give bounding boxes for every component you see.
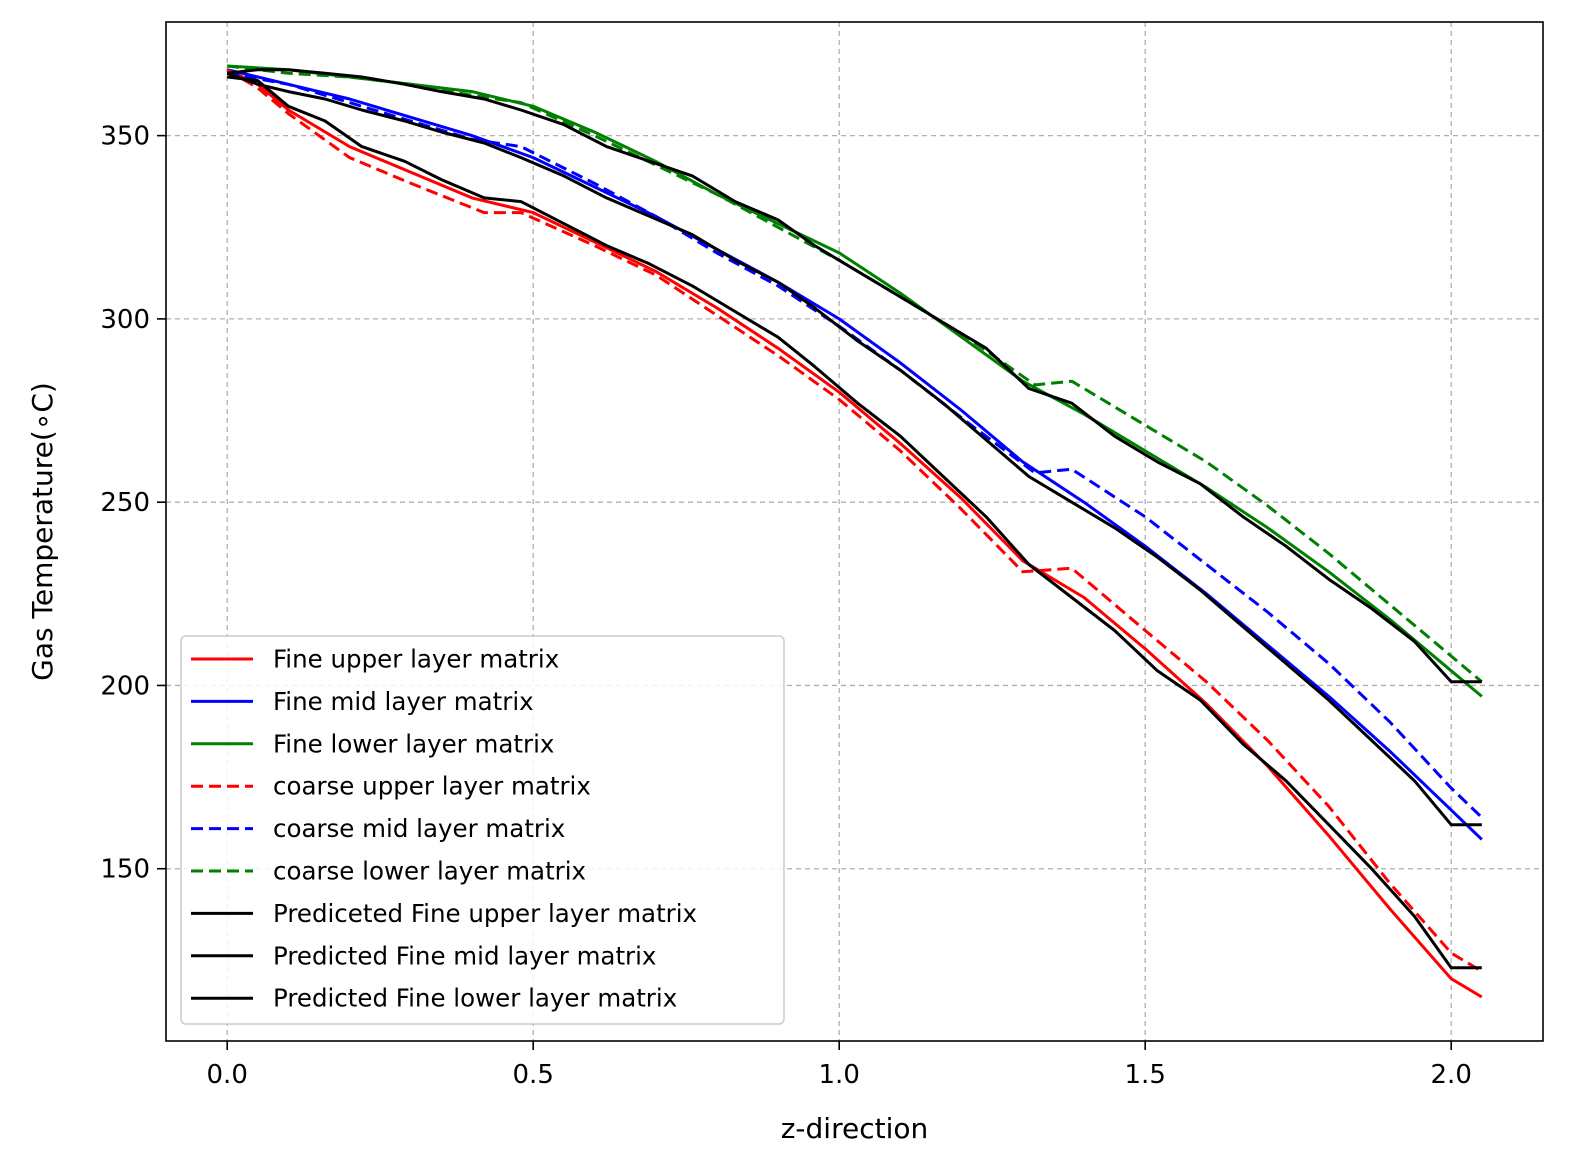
- y-tick-label: 150: [100, 855, 150, 885]
- series-line: [226, 68, 1483, 841]
- x-tick-label: 1.5: [1125, 1060, 1166, 1090]
- legend: Fine upper layer matrix Fine mid layer ma…: [180, 635, 785, 1025]
- x-tick-label: 0.0: [207, 1060, 248, 1090]
- y-tick-label: 300: [100, 305, 150, 335]
- series-line: [227, 64, 1483, 698]
- legend-label: coarse upper layer matrix: [273, 772, 591, 801]
- series-line: [227, 68, 1482, 684]
- x-tick-label: 1.0: [819, 1060, 860, 1090]
- legend-label: coarse mid layer matrix: [273, 814, 565, 843]
- series-line: [227, 75, 1482, 970]
- legend-label: Fine upper layer matrix: [273, 645, 559, 674]
- x-tick-label: 2.0: [1431, 1060, 1472, 1090]
- series-line: [226, 71, 1482, 827]
- legend-label: Predicted Fine mid layer matrix: [273, 941, 656, 970]
- series-line: [226, 68, 1483, 999]
- legend-label: Predicted Fine lower layer matrix: [273, 984, 677, 1013]
- x-tick-label: 0.5: [513, 1060, 554, 1090]
- y-tick-label: 350: [100, 122, 150, 152]
- axis-ticks: 0.0 0.5 1.0 1.5 2.0 150 200 250 300 350: [100, 122, 1472, 1090]
- legend-box: [180, 635, 785, 1025]
- x-axis-label: z-direction: [781, 1112, 929, 1145]
- legend-label: Prediceted Fine upper layer matrix: [273, 899, 697, 928]
- y-axis-label: Gas Temperature(∘C): [26, 382, 59, 681]
- plot-lines: [226, 64, 1483, 999]
- plot-frame: [165, 21, 1544, 1042]
- series-line: [226, 68, 1483, 973]
- legend-label: Fine mid layer matrix: [273, 687, 534, 716]
- y-tick-label: 200: [100, 671, 150, 701]
- y-tick-label: 250: [100, 488, 150, 518]
- legend-label: coarse lower layer matrix: [273, 857, 586, 886]
- legend-label: Fine lower layer matrix: [273, 729, 554, 758]
